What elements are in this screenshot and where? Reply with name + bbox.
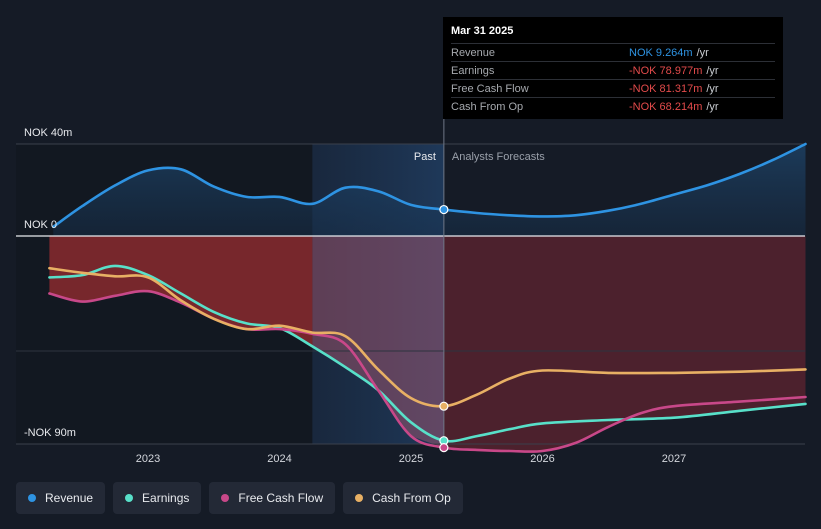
legend-item-revenue[interactable]: Revenue <box>16 482 106 514</box>
series-line-revenue <box>52 142 807 229</box>
forecast-label: Analysts Forecasts <box>452 151 545 163</box>
y-label-zero: NOK 0 <box>24 219 57 231</box>
x-tick-2027: 2027 <box>662 453 686 465</box>
y-label-top: NOK 40m <box>24 127 72 139</box>
series-line-free-cash-flow <box>48 289 807 453</box>
y-label-bottom: -NOK 90m <box>24 427 76 439</box>
negative-area-forecast <box>443 236 806 451</box>
legend-label: Earnings <box>142 491 190 505</box>
legend-dot-icon <box>221 494 230 502</box>
tooltip-row-value: -NOK 78.977m <box>629 64 703 77</box>
tooltip-row: Earnings -NOK 78.977m/yr <box>451 61 775 79</box>
tooltip-date: Mar 31 2025 <box>451 25 514 37</box>
marker-cash-from-op <box>439 401 449 411</box>
past-label: Past <box>414 151 436 163</box>
hover-tooltip: Mar 31 2025 Revenue NOK 9.264m/yr Earnings… <box>443 17 783 119</box>
tooltip-row-unit: /yr <box>706 64 719 77</box>
tooltip-row: Free Cash Flow -NOK 81.317m/yr <box>451 79 775 97</box>
tooltip-row-label: Free Cash Flow <box>451 82 529 95</box>
x-tick-2026: 2026 <box>530 453 554 465</box>
tooltip-row-unit: /yr <box>706 82 719 95</box>
x-tick-2023: 2023 <box>136 453 160 465</box>
tooltip-row-value: -NOK 81.317m <box>629 82 703 95</box>
tooltip-row-value: -NOK 68.214m <box>629 100 703 113</box>
x-tick-2025: 2025 <box>399 453 423 465</box>
negative-area-highlight <box>312 236 444 448</box>
series-line-cash-from-op <box>48 266 807 408</box>
legend-dot-icon <box>125 494 134 502</box>
legend-dot-icon <box>28 494 36 502</box>
tooltip-row: Revenue NOK 9.264m/yr <box>451 43 775 61</box>
tooltip-row: Cash From Op -NOK 68.214m/yr <box>451 97 775 115</box>
tooltip-row-label: Earnings <box>451 64 495 77</box>
tooltip-row-label: Revenue <box>451 46 496 59</box>
legend-label: Revenue <box>45 491 94 505</box>
series-line-earnings <box>48 264 807 443</box>
tooltip-row-unit: /yr <box>696 46 709 59</box>
revenue-area <box>53 144 806 236</box>
legend-label: Cash From Op <box>372 491 451 505</box>
chart-legend: Revenue Earnings Free Cash Flow Cash From O… <box>16 482 463 514</box>
marker-revenue <box>439 204 449 215</box>
legend-dot-icon <box>355 494 364 502</box>
marker-free-cash-flow <box>439 443 449 453</box>
legend-label: Free Cash Flow <box>238 491 324 505</box>
negative-area-past <box>49 236 313 347</box>
tooltip-row-unit: /yr <box>706 100 719 113</box>
tooltip-row-value: NOK 9.264m <box>629 46 693 59</box>
legend-item-free-cash-flow[interactable]: Free Cash Flow <box>209 482 336 514</box>
legend-item-cash-from-op[interactable]: Cash From Op <box>343 482 463 514</box>
legend-item-earnings[interactable]: Earnings <box>113 482 202 514</box>
x-tick-2024: 2024 <box>267 453 291 465</box>
tooltip-row-label: Cash From Op <box>451 100 524 113</box>
